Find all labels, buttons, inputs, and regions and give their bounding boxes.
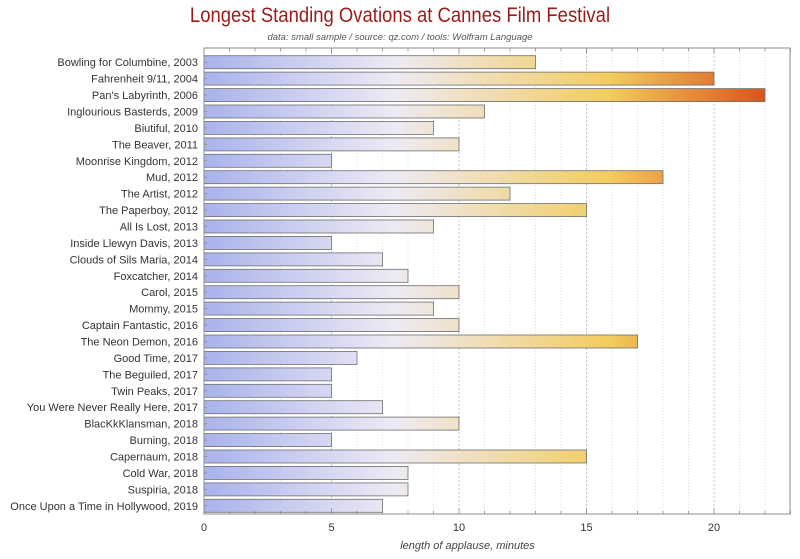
category-label: Mommy, 2015 — [129, 304, 198, 316]
plot-frame-border — [203, 47, 791, 515]
plot-frame — [203, 47, 791, 515]
bar — [203, 219, 434, 234]
category-label: Suspiria, 2018 — [128, 484, 198, 496]
category-label: Foxcatcher, 2014 — [114, 271, 198, 283]
x-tick-label: 5 — [328, 522, 334, 534]
category-label: Inglourious Basterds, 2009 — [67, 107, 198, 119]
bar — [203, 465, 409, 480]
x-axis-label: length of applause, minutes — [400, 540, 535, 552]
x-tick-label: 15 — [580, 522, 592, 534]
category-label: The Paperboy, 2012 — [99, 205, 198, 217]
bar — [203, 104, 485, 119]
bar — [203, 416, 460, 431]
category-label: Biutiful, 2010 — [134, 123, 198, 135]
category-label: BlacKkKlansman, 2018 — [84, 419, 198, 431]
category-label: Clouds of Sils Maria, 2014 — [70, 254, 198, 266]
category-label: The Artist, 2012 — [121, 189, 198, 201]
bar — [203, 482, 409, 497]
bar — [203, 301, 434, 316]
bar — [203, 285, 460, 300]
bar — [203, 383, 332, 398]
bar — [203, 55, 536, 70]
bar — [203, 88, 766, 102]
category-label: Burning, 2018 — [130, 435, 199, 447]
category-label: Mud, 2012 — [146, 172, 198, 184]
category-label: Bowling for Columbine, 2003 — [57, 57, 198, 69]
bar — [203, 334, 638, 349]
x-axis-ticks: 0 5 10 15 20 — [201, 48, 791, 534]
category-label: Captain Fantastic, 2016 — [82, 320, 198, 332]
bar — [203, 121, 434, 135]
category-label: Inside Llewyn Davis, 2013 — [70, 238, 198, 250]
bar — [203, 153, 332, 168]
bar — [203, 235, 332, 250]
bar — [203, 367, 332, 382]
category-label: The Beaver, 2011 — [112, 139, 198, 151]
x-tick-label: 0 — [201, 522, 207, 534]
chart-subtitle: data: small sample / source: qz.com / to… — [267, 32, 533, 43]
bar — [203, 449, 587, 464]
category-label: You Were Never Really Here, 2017 — [27, 402, 198, 414]
category-label: Pan's Labyrinth, 2006 — [92, 90, 198, 102]
category-label: All Is Lost, 2013 — [120, 222, 198, 234]
chart-title: Longest Standing Ovations at Cannes Film… — [189, 4, 611, 27]
category-label: Cold War, 2018 — [123, 468, 198, 480]
bars — [203, 55, 766, 513]
category-label: The Neon Demon, 2016 — [81, 337, 198, 349]
bar — [203, 252, 383, 267]
bar — [203, 170, 664, 185]
category-label: Twin Peaks, 2017 — [111, 386, 198, 398]
category-label: Good Time, 2017 — [114, 353, 198, 365]
x-tick-label: 10 — [453, 522, 465, 534]
x-tick-label: 20 — [708, 522, 720, 534]
bar — [203, 268, 409, 283]
bar — [203, 433, 332, 448]
bar — [203, 318, 460, 333]
category-label: Once Upon a Time in Hollywood, 2019 — [10, 501, 198, 513]
bar — [203, 203, 587, 218]
category-label: Fahrenheit 9/11, 2004 — [91, 74, 198, 86]
category-label: Moonrise Kingdom, 2012 — [76, 156, 198, 168]
category-labels: Bowling for Columbine, 2003 Fahrenheit 9/… — [10, 57, 207, 513]
bar — [203, 350, 358, 365]
category-label: The Beguiled, 2017 — [103, 369, 198, 381]
bar — [203, 498, 383, 513]
bar — [203, 71, 715, 86]
bar — [203, 400, 383, 415]
bar — [203, 137, 460, 152]
bar — [203, 186, 511, 201]
category-label: Capernaum, 2018 — [110, 452, 198, 464]
category-label: Carol, 2015 — [141, 287, 198, 299]
